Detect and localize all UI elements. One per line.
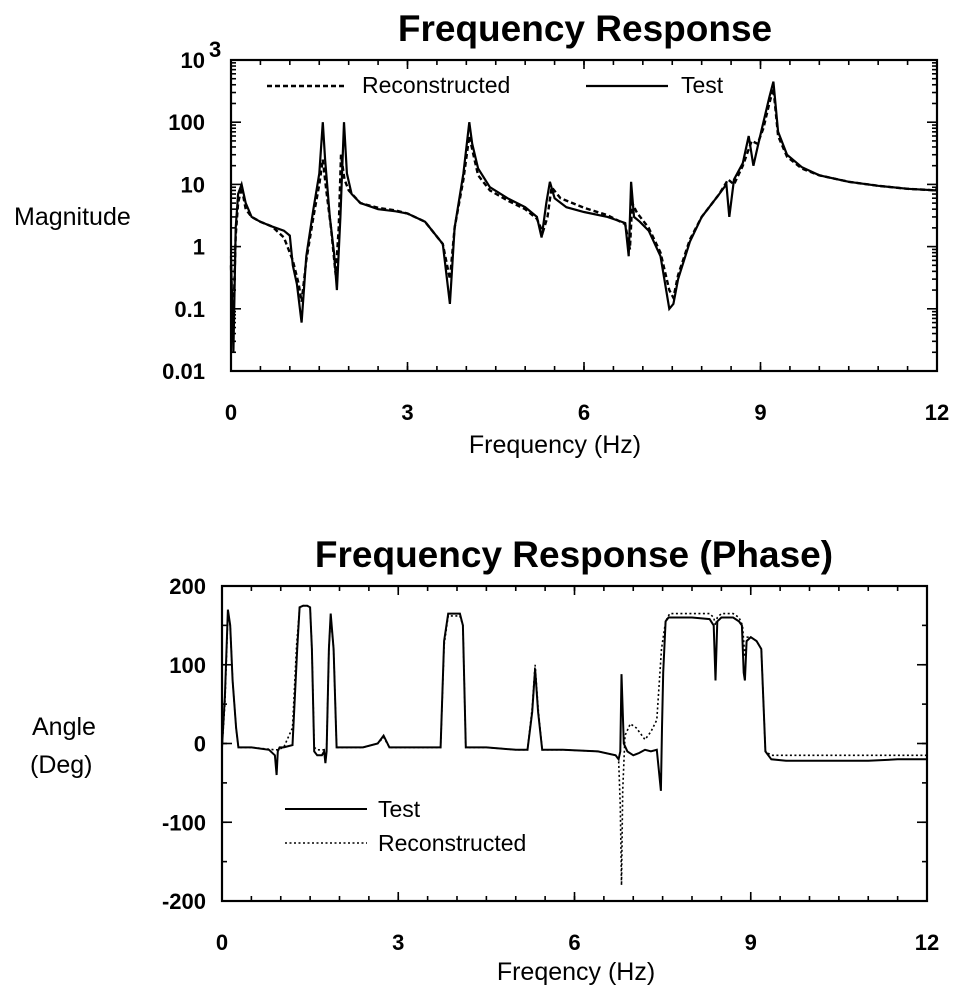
magnitude-y-tick-label: 10 (181, 48, 205, 73)
phase-plot-area (220, 584, 929, 903)
phase-legend-test-label: Test (378, 796, 421, 822)
magnitude-chart-title: Frequency Response (398, 8, 772, 49)
phase-x-tick-label: 0 (216, 930, 228, 955)
phase-x-ticks: 0 3 6 9 12 (216, 586, 939, 955)
magnitude-y-tick-label: 10 (181, 172, 205, 197)
magnitude-y-tick-label: 100 (168, 110, 205, 135)
magnitude-x-ticks: 0 3 6 9 12 (225, 60, 949, 425)
magnitude-x-axis-label: Frequency (Hz) (469, 431, 641, 459)
phase-y-tick-label: -100 (162, 810, 206, 835)
phase-legend-reconstructed-label: Reconstructed (378, 830, 526, 856)
magnitude-x-tick-label: 3 (401, 400, 413, 425)
phase-x-tick-label: 9 (745, 930, 757, 955)
phase-x-axis-label: Freqency (Hz) (497, 958, 655, 986)
magnitude-plot-frame (229, 58, 939, 373)
phase-y-tick-label: 0 (194, 732, 206, 757)
phase-y-axis-label-line1: Angle (32, 713, 96, 741)
phase-y-ticks: -200 -100 0 100 200 (162, 574, 927, 914)
phase-y-tick-label: 200 (169, 574, 206, 599)
phase-chart: Frequency Response (Phase) 0 3 6 9 12 -200 -1… (30, 534, 939, 986)
phase-series-test (221, 604, 927, 791)
magnitude-y-tick-label: 0.01 (162, 359, 205, 384)
phase-chart-title: Frequency Response (Phase) (315, 534, 833, 575)
magnitude-plot-area (229, 58, 939, 373)
magnitude-x-tick-label: 12 (925, 400, 949, 425)
magnitude-legend: Reconstructed Test (267, 72, 724, 98)
magnitude-series-reconstructed (229, 88, 938, 342)
phase-y-tick-label: -200 (162, 889, 206, 914)
magnitude-y-tick-label-exponent: 3 (209, 37, 221, 62)
magnitude-x-tick-label: 0 (225, 400, 237, 425)
magnitude-series-test (229, 81, 939, 353)
phase-series-reconstructed (221, 604, 927, 886)
magnitude-chart: Frequency Response 0 3 6 9 12 0.01 0.1 1 10 100 1… (14, 8, 949, 459)
magnitude-legend-reconstructed-label: Reconstructed (362, 72, 510, 98)
magnitude-x-tick-label: 9 (754, 400, 766, 425)
phase-y-tick-label: 100 (169, 653, 206, 678)
magnitude-y-tick-label: 0.1 (174, 297, 205, 322)
magnitude-legend-test-label: Test (681, 72, 724, 98)
phase-x-tick-label: 6 (568, 930, 580, 955)
phase-x-tick-label: 3 (392, 930, 404, 955)
magnitude-y-axis-label: Magnitude (14, 203, 131, 231)
phase-x-tick-label: 12 (915, 930, 939, 955)
phase-y-axis-label-line2: (Deg) (30, 751, 93, 779)
magnitude-y-tick-label: 1 (193, 235, 205, 260)
magnitude-x-tick-label: 6 (578, 400, 590, 425)
phase-legend: Test Reconstructed (285, 796, 526, 856)
